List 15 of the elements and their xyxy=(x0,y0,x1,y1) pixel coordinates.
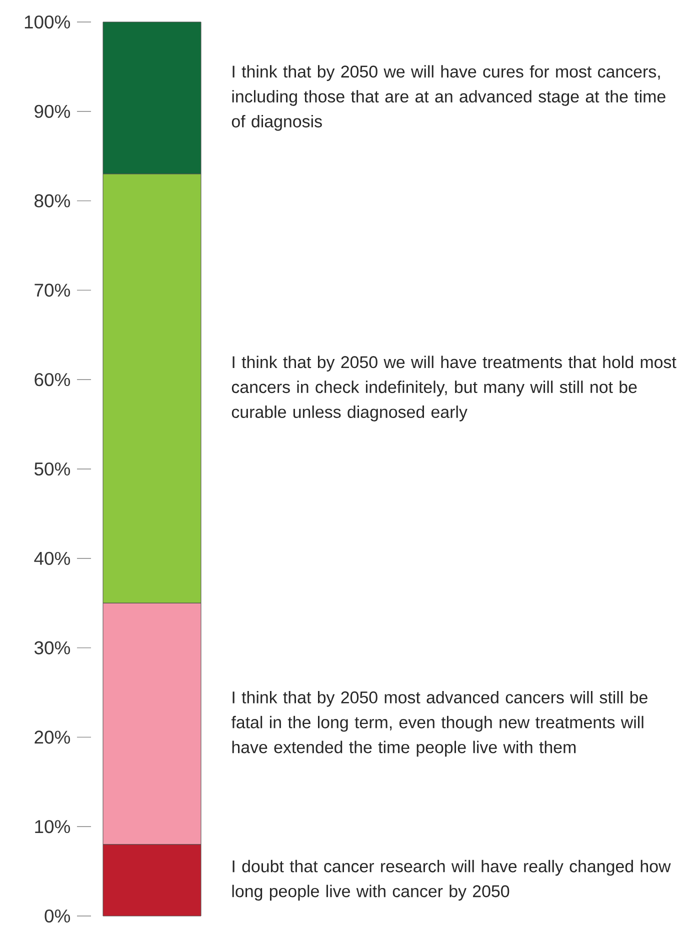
y-tick-label: 90% xyxy=(34,104,70,118)
y-tick-label: 30% xyxy=(34,641,70,654)
y-tick-label: 50% xyxy=(34,462,70,476)
y-tick-label: 80% xyxy=(34,194,70,208)
y-tick-label: 0% xyxy=(44,909,70,923)
y-tick-label: 70% xyxy=(34,284,70,297)
y-tick-label: 100% xyxy=(24,15,70,29)
series-label: I doubt that cancer research will have really changed how long people live with cancer by 2050 xyxy=(232,860,671,901)
y-tick-label: 60% xyxy=(34,373,70,386)
y-tick-label: 10% xyxy=(35,820,70,834)
y-tick-label: 40% xyxy=(34,552,70,565)
series-label: I think that by 2050 we will have treatments that hold most cancers in check indefinitely, but many will still not be curable unless diagnosed early xyxy=(232,356,676,422)
y-tick-label: 20% xyxy=(34,730,70,744)
series-label: I think that by 2050 most advanced cancers will still be fatal in the long term, even though new treatments will have extended the time people live with them xyxy=(231,690,648,757)
series-label: I think that by 2050 we will have cures for most cancers, including those that are at an advanced stage at the time of diagnosis xyxy=(232,65,666,131)
